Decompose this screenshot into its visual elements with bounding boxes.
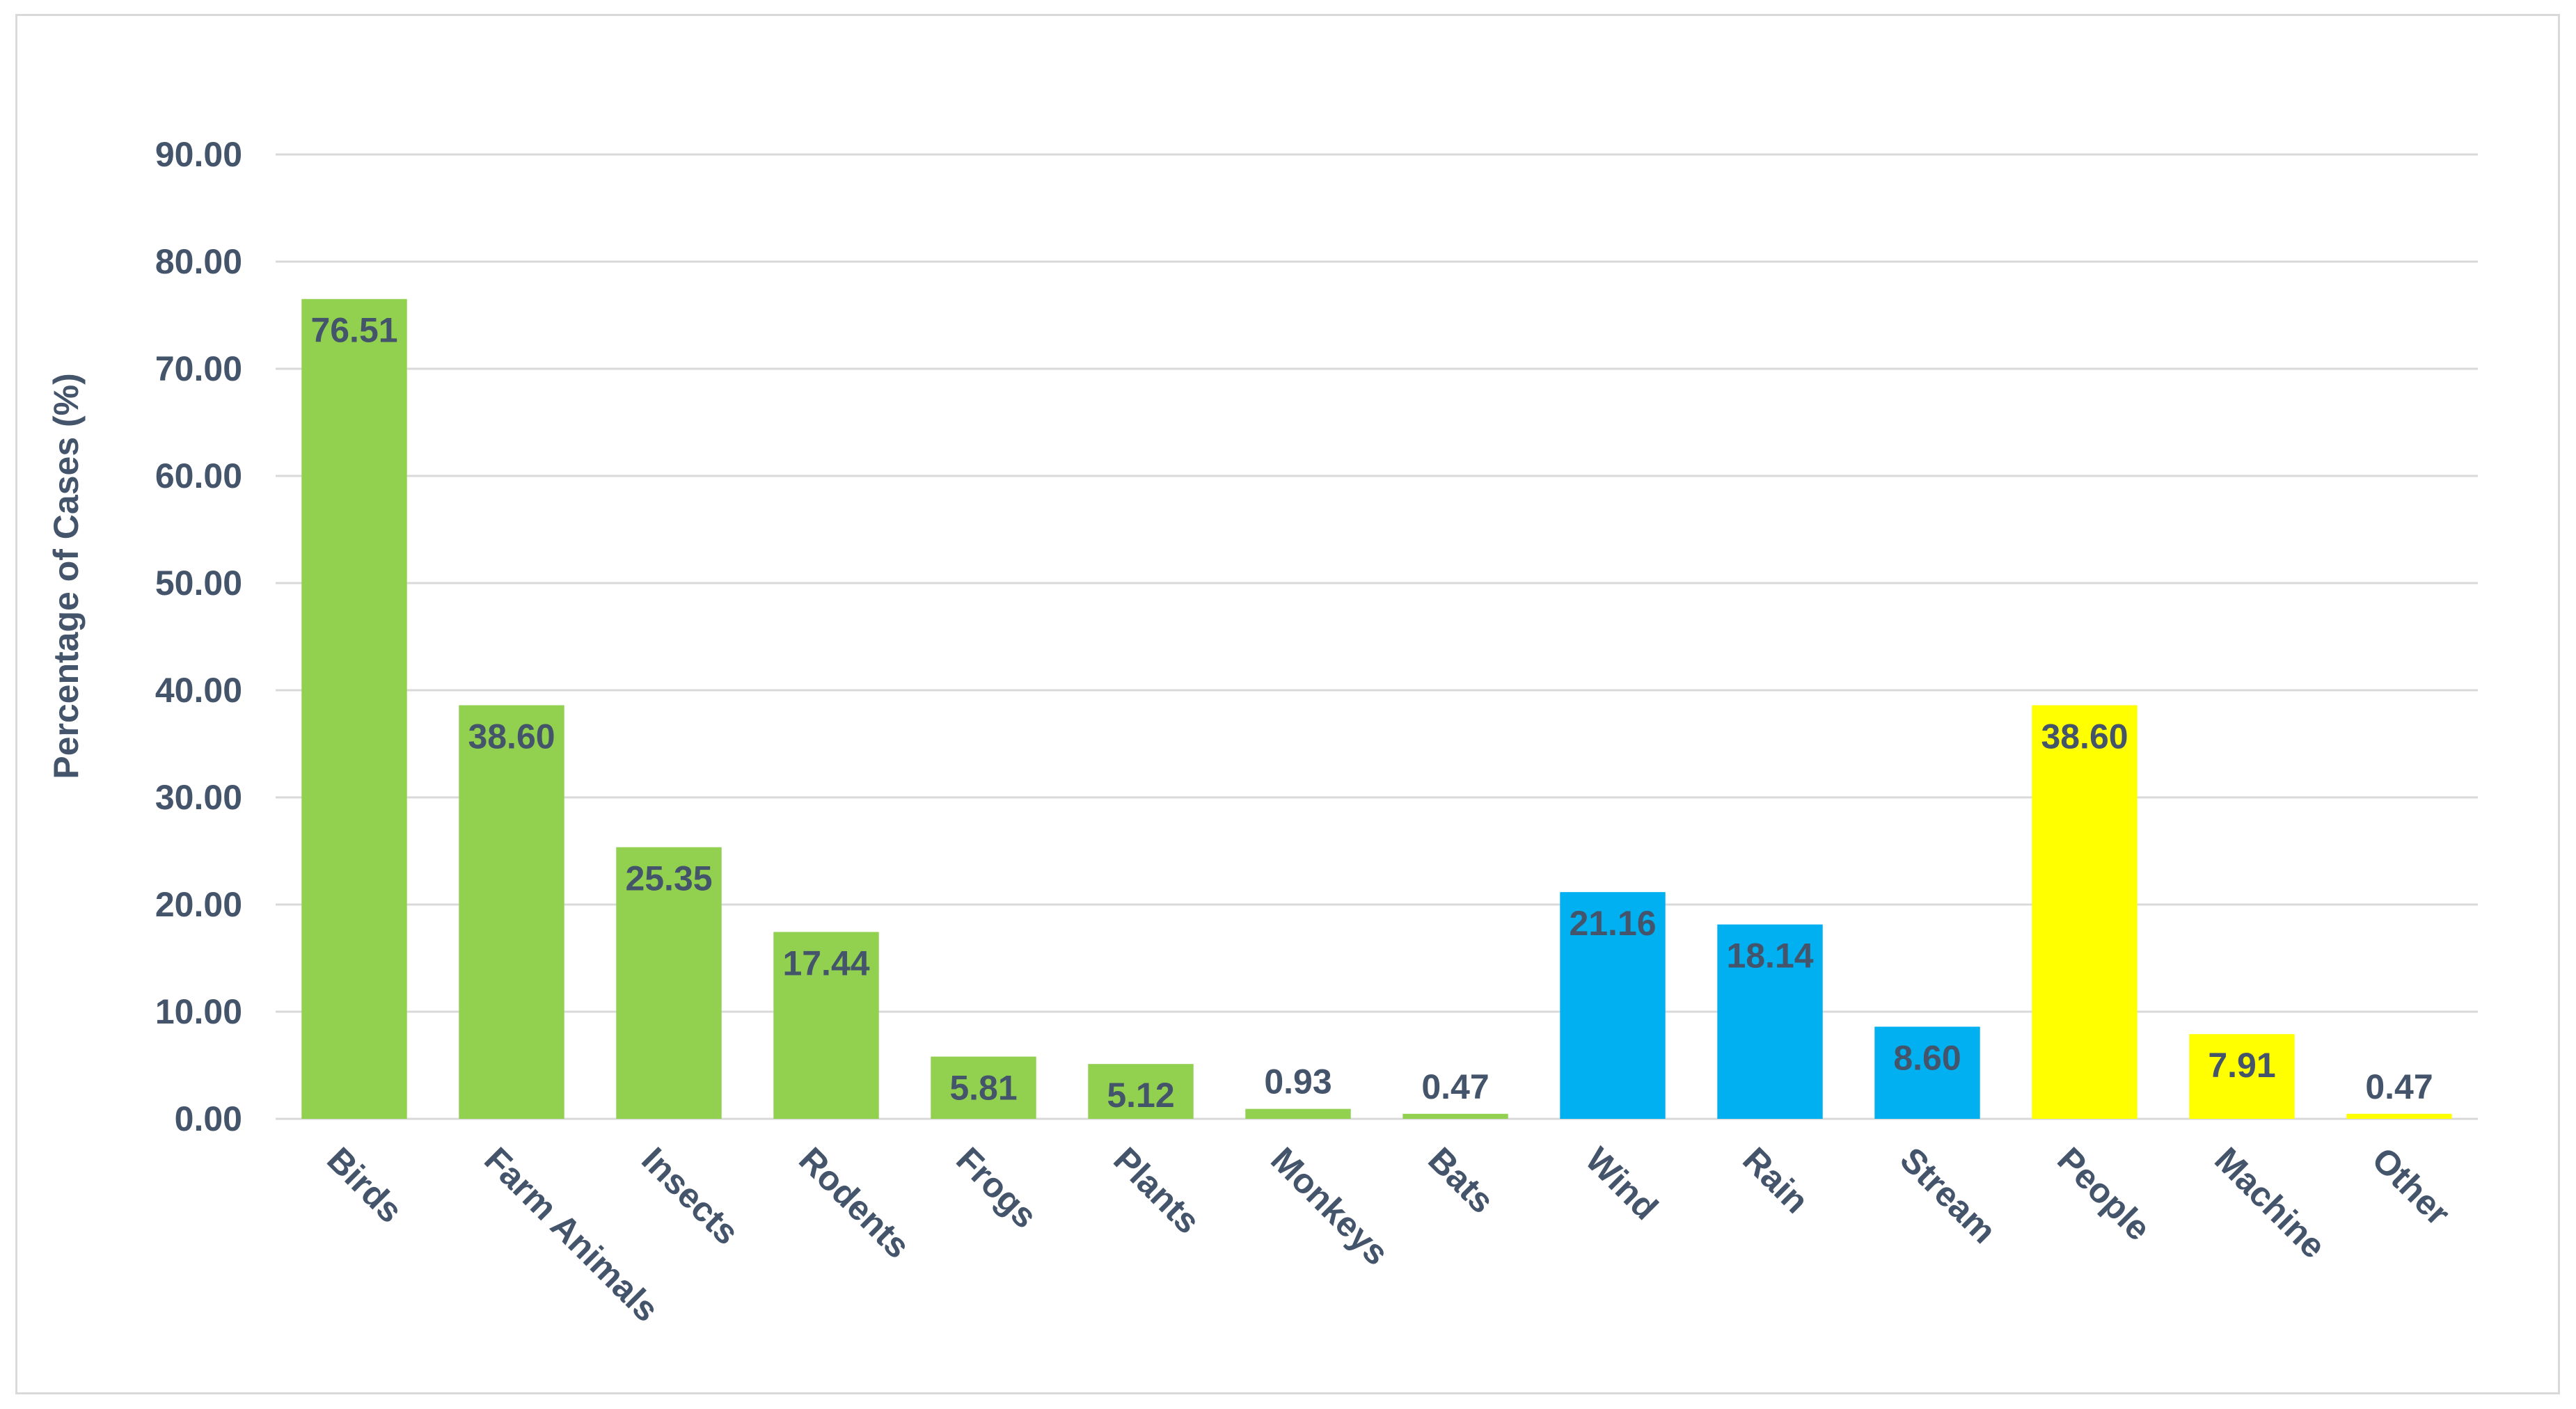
y-tick-label: 90.00 <box>155 135 242 174</box>
y-axis-title: Percentage of Cases (%) <box>47 373 86 779</box>
bars <box>301 298 2452 1120</box>
y-tick-label: 0.00 <box>175 1099 242 1138</box>
data-label: 5.81 <box>949 1069 1017 1108</box>
bar-people <box>2032 705 2138 1119</box>
y-tick-label: 10.00 <box>155 992 242 1031</box>
x-tick-label: Machine <box>2207 1140 2333 1266</box>
y-tick-label: 80.00 <box>155 242 242 281</box>
y-axis-ticks: 0.00 10.00 20.00 30.00 40.00 50.00 60.00 70.00 8… <box>155 135 242 1138</box>
x-tick-label: People <box>2050 1140 2158 1248</box>
bar-birds <box>301 298 407 1120</box>
bar-rain <box>1717 924 1823 1119</box>
y-tick-label: 50.00 <box>155 564 242 603</box>
bar-machine <box>2189 1034 2295 1119</box>
x-tick-label: Wind <box>1578 1140 1666 1227</box>
bar-rodents <box>773 932 879 1119</box>
y-tick-label: 30.00 <box>155 778 242 817</box>
bar-frogs <box>931 1056 1036 1119</box>
bar-other <box>2346 1113 2452 1119</box>
x-tick-label: Rain <box>1735 1140 1816 1220</box>
bar-monkeys <box>1245 1108 1351 1119</box>
y-tick-label: 20.00 <box>155 885 242 924</box>
bar-insects <box>616 847 722 1119</box>
y-tick-label: 70.00 <box>155 349 242 388</box>
data-label: 17.44 <box>782 944 869 982</box>
x-tick-label: Plants <box>1106 1140 1208 1241</box>
bar-plants <box>1088 1064 1194 1119</box>
data-label: 76.51 <box>310 311 397 350</box>
data-label: 8.60 <box>1893 1039 1961 1078</box>
x-tick-label: Birds <box>319 1140 410 1230</box>
chart-frame <box>15 14 2560 1394</box>
x-tick-label: Insects <box>634 1140 746 1252</box>
x-tick-label: Monkeys <box>1263 1140 1396 1273</box>
gridlines <box>276 153 2478 1120</box>
data-label: 38.60 <box>468 717 555 756</box>
data-label: 5.12 <box>1107 1076 1174 1115</box>
bar-bats <box>1402 1113 1508 1119</box>
data-label: 21.16 <box>1569 904 1656 943</box>
x-tick-label: Other <box>2364 1140 2458 1233</box>
bar-farm-animals <box>459 705 564 1119</box>
y-tick-label: 60.00 <box>155 456 242 495</box>
data-label: 25.35 <box>625 859 712 898</box>
x-tick-label: Frogs <box>949 1140 1045 1236</box>
data-label: 0.47 <box>2365 1067 2433 1106</box>
x-tick-label: Rodents <box>791 1140 917 1266</box>
bar-stream <box>1874 1026 1980 1119</box>
data-label: 0.47 <box>1421 1067 1489 1106</box>
data-label: 0.93 <box>1264 1062 1332 1101</box>
data-label: 18.14 <box>1726 937 1813 976</box>
y-tick-label: 40.00 <box>155 671 242 710</box>
data-labels: 76.51 38.60 25.35 17.44 5.81 5.12 0.93 0.47 21.1… <box>310 311 2433 1115</box>
x-tick-label: Bats <box>1421 1140 1501 1220</box>
data-label: 38.60 <box>2041 717 2128 756</box>
bar-wind <box>1560 892 1666 1119</box>
data-label: 7.91 <box>2208 1046 2275 1085</box>
x-tick-label: Stream <box>1893 1140 2003 1250</box>
